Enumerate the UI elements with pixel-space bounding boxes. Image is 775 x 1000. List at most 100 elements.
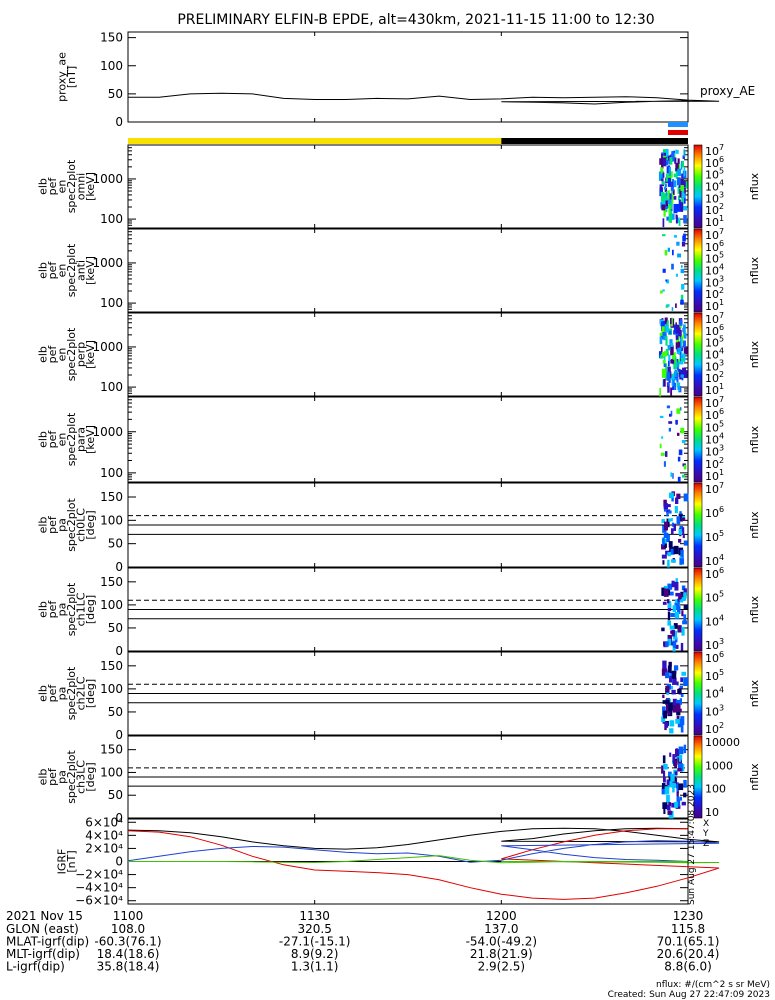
energy-ylabel-0-line-0: elb xyxy=(36,178,49,195)
energy-ylabel-2-line-5: [keV] xyxy=(84,340,97,369)
energy-0-pixel xyxy=(673,180,677,188)
energy-0-pixel xyxy=(668,205,671,214)
energy-0-ytick-label-0: 1000 xyxy=(92,172,123,186)
energy-0-pixel xyxy=(669,171,673,178)
energy-panel-frame-2 xyxy=(127,312,689,397)
pa-0-pixel xyxy=(663,532,669,539)
pa-colorbar-3 xyxy=(693,735,703,819)
energy-1-pixel xyxy=(680,294,684,300)
footer-time-tick-3: 1230 xyxy=(673,909,704,923)
energy-1-pixel xyxy=(664,249,668,256)
energy-2-pixel xyxy=(680,354,684,360)
energy-0-pixel xyxy=(666,157,669,163)
pa-1-pixel xyxy=(663,588,669,597)
energy-3-pixel xyxy=(663,461,666,467)
pa-3-pixel xyxy=(664,786,670,795)
energy-2-pixel xyxy=(678,359,680,365)
energy-0-pixel xyxy=(666,160,669,166)
pa-ylabel-2-line-0: elb xyxy=(36,685,49,702)
pa-1-pixel xyxy=(681,585,686,591)
energy-3-pixel xyxy=(679,407,682,411)
energy-0-pixel xyxy=(660,153,663,160)
energy-0-pixel xyxy=(667,177,671,187)
energy-0-pixel xyxy=(670,187,674,191)
pa-2-pixel xyxy=(676,708,682,713)
pa-2-pixel xyxy=(668,675,673,683)
pa-2-pixel xyxy=(671,689,676,695)
pa-2-pixel xyxy=(680,724,684,733)
igrf-ytick-label-4: −2×10⁴ xyxy=(75,868,123,882)
energy-0-pixel xyxy=(678,199,681,207)
energy-0-pixel xyxy=(682,155,685,159)
energy-2-pixel xyxy=(663,356,666,364)
energy-3-pixel xyxy=(682,474,686,478)
energy-3-pixel xyxy=(675,419,678,425)
energy-2-pixel xyxy=(669,317,672,325)
ae-ylabel-line-0: proxy_ae xyxy=(55,52,68,102)
pa-2-pixel xyxy=(680,677,684,683)
pa-ylabel-3-line-5: [deg] xyxy=(84,762,97,791)
pa-3-pixel xyxy=(674,771,678,776)
energy-1-pixel xyxy=(677,253,682,258)
footer-time-tick-0: 1100 xyxy=(113,909,144,923)
energy-0-pixel xyxy=(673,196,677,200)
pa-3-pixel xyxy=(681,801,686,806)
pa-colorbar-0-label-1: 106 xyxy=(705,505,724,520)
energy-1-pixel xyxy=(675,303,677,308)
footer-row-3-value-3: 8.8(6.0) xyxy=(664,960,712,974)
footer-row-label-2: MLT-igrf(dip) xyxy=(6,947,80,961)
pa-2-pixel xyxy=(680,693,684,697)
energy-2-pixel xyxy=(677,347,681,352)
pa-ylabel-1-line-3: spec2plot xyxy=(65,582,78,636)
pa-1-pixel xyxy=(672,644,676,653)
pa-0-pixel xyxy=(676,493,681,499)
pa-1-pixel xyxy=(667,638,672,646)
eclipse-bar xyxy=(501,138,688,144)
pa-1-pixel xyxy=(672,640,677,647)
pa-0-pixel xyxy=(682,535,685,539)
pa-2-pixel xyxy=(664,670,668,674)
energy-colorbar-2 xyxy=(693,312,703,397)
pa-2-pixel xyxy=(662,700,666,704)
energy-2-pixel xyxy=(675,335,679,340)
pa-3-pixel xyxy=(674,759,678,768)
pa-1-pixel xyxy=(680,642,684,651)
footer-units-note: nflux: #/(cm^2 s sr MeV) xyxy=(656,980,770,990)
energy-3-pixel xyxy=(683,464,687,470)
pa-ylabel-3-line-1: pef xyxy=(46,767,59,786)
pa-2-pixel xyxy=(662,660,667,669)
pa-colorbar-1-title-wrap: nflux xyxy=(748,595,761,623)
energy-2-pixel xyxy=(674,370,678,378)
pa-0-pixel xyxy=(664,521,668,531)
energy-1-pixel xyxy=(676,241,680,246)
pa-ylabel-3-line-2: pa xyxy=(55,770,68,784)
energy-0-pixel xyxy=(675,162,679,171)
energy-2-pixel xyxy=(675,336,680,346)
pa-2-pixel xyxy=(672,705,677,713)
pa-1-pixel xyxy=(678,593,683,600)
igrf-legend-X: X xyxy=(703,819,709,829)
energy-0-pixel xyxy=(661,177,664,184)
pa-0-pixel xyxy=(683,540,688,546)
pa-colorbar-2-title-wrap: nflux xyxy=(748,679,761,707)
energy-2-pixel xyxy=(680,347,684,351)
pa-3-pixel xyxy=(675,805,681,809)
energy-0-pixel xyxy=(673,203,678,214)
energy-2-pixel xyxy=(668,366,671,373)
pa-colorbar-1-label-0: 106 xyxy=(705,566,724,581)
pa-1-pixel xyxy=(673,623,678,629)
epd-on-marker xyxy=(668,130,688,135)
pa-0-ytick-label-0: 150 xyxy=(100,490,123,504)
pa-colorbar-2 xyxy=(693,651,703,736)
pa-2-pixel xyxy=(677,718,683,728)
energy-1-pixel xyxy=(673,235,677,238)
pa-0-pixel xyxy=(670,518,673,522)
pa-2-pixel xyxy=(669,685,674,690)
energy-0-pixel xyxy=(667,190,670,200)
energy-2-pixel xyxy=(671,376,674,386)
igrf-ylabel-line-1: [nT] xyxy=(65,850,78,872)
energy-2-ytick-label-1: 100 xyxy=(100,380,123,394)
energy-0-pixel xyxy=(666,192,669,201)
pa-3-pixel xyxy=(671,802,675,808)
